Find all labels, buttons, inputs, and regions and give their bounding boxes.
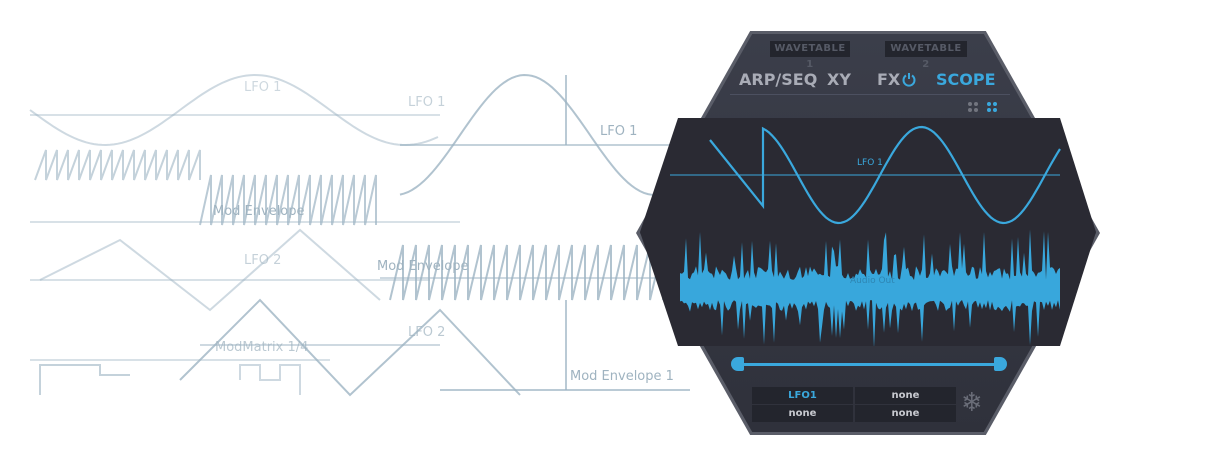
audio-out-label: Audio Out [850, 276, 895, 286]
bg-label: LFO 2 [244, 253, 282, 268]
scope-display [640, 118, 1096, 346]
source-slot-4[interactable]: none [855, 405, 956, 422]
bg-label: Mod Envelope [377, 259, 469, 274]
slider-end-handle[interactable] [994, 357, 1007, 371]
bg-saw [34, 149, 201, 181]
bg-label: Mod Envelope 1 [570, 369, 674, 384]
bg-step [239, 364, 301, 395]
range-slider[interactable] [731, 357, 1007, 371]
tab-arp-seq[interactable]: ARP/SEQ [739, 70, 818, 89]
bg-lfo-sine [399, 73, 701, 197]
slider-track [739, 363, 999, 366]
audio-out-waveform [680, 229, 1060, 346]
tab-xy[interactable]: XY [827, 70, 851, 89]
bg-lfo-sine [29, 73, 439, 147]
bg-label: ModMatrix 1/4 [215, 340, 309, 355]
bg-lfo-triangle [39, 228, 381, 312]
lfo-1-label: LFO 1 [857, 158, 883, 168]
bg-label: LFO 1 [600, 124, 638, 139]
bg-saw [199, 174, 377, 226]
power-icon[interactable] [902, 72, 916, 87]
source-slot-1[interactable]: LFO1 [752, 387, 853, 404]
source-slot-2[interactable]: none [855, 387, 956, 404]
tab-fx[interactable]: FX [877, 70, 901, 89]
tab-scope[interactable]: SCOPE [936, 70, 996, 89]
tab-divider [730, 94, 1010, 95]
slider-start-handle[interactable] [731, 357, 744, 371]
grid-view-active-icon[interactable] [987, 102, 997, 112]
grid-view-icon[interactable] [968, 102, 978, 112]
bg-saw [389, 244, 690, 301]
wavetable-2-tab[interactable]: WAVETABLE 2 [885, 41, 967, 70]
wavetable-1-tab[interactable]: WAVETABLE 1 [770, 41, 850, 70]
bg-label: LFO 1 [408, 95, 446, 110]
bg-lfo-triangle [179, 298, 521, 397]
source-slot-3[interactable]: none [752, 405, 853, 422]
lfo-1-waveform [709, 125, 1061, 225]
bg-step [39, 364, 130, 395]
snowflake-icon[interactable]: ❄ [961, 388, 983, 418]
bg-label: LFO 2 [408, 325, 446, 340]
bg-label: LFO 1 [244, 80, 282, 95]
bg-label: Mod Envelope [213, 204, 305, 219]
